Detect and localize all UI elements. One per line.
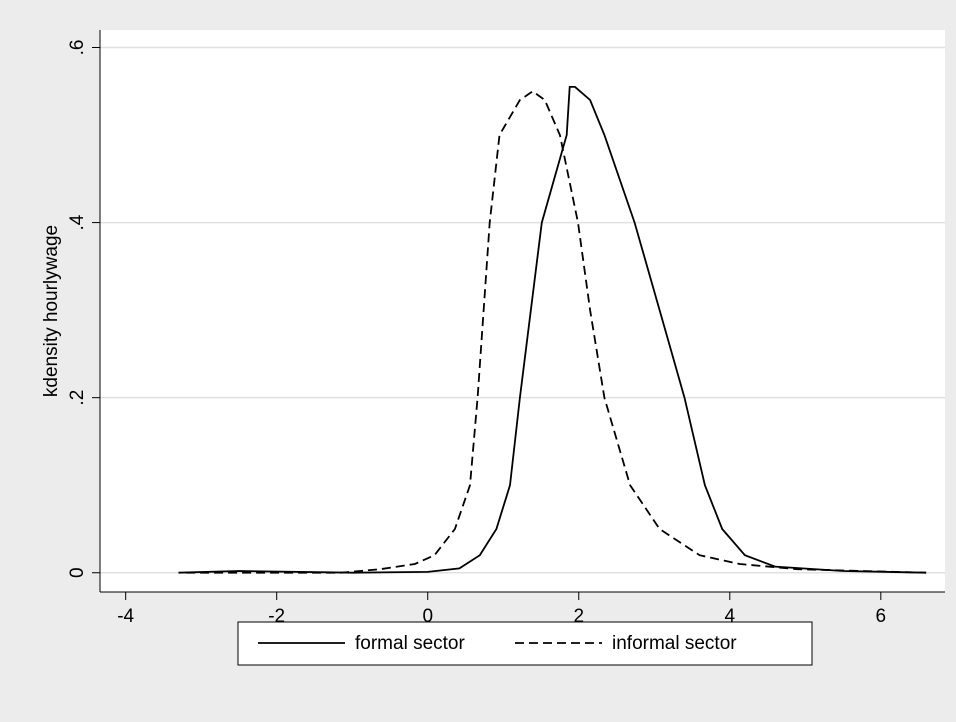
y-tick-label: .2 <box>67 390 88 406</box>
plot-area <box>100 30 945 592</box>
x-tick-label: 2 <box>573 606 584 627</box>
x-tick-label: 6 <box>876 606 887 627</box>
x-tick-label: 4 <box>724 606 735 627</box>
density-line <box>178 86 927 574</box>
density-line <box>186 90 927 574</box>
x-tick-label: 0 <box>422 606 433 627</box>
y-tick-label: .6 <box>67 40 88 56</box>
y-tick-label: 0 <box>67 567 88 578</box>
legend-label: informal sector <box>612 633 737 654</box>
y-tick-label: .4 <box>67 214 88 230</box>
y-axis-title: kdensity hourlywage <box>41 225 62 397</box>
legend-label: formal sector <box>355 633 465 654</box>
x-tick-label: -4 <box>117 606 134 627</box>
